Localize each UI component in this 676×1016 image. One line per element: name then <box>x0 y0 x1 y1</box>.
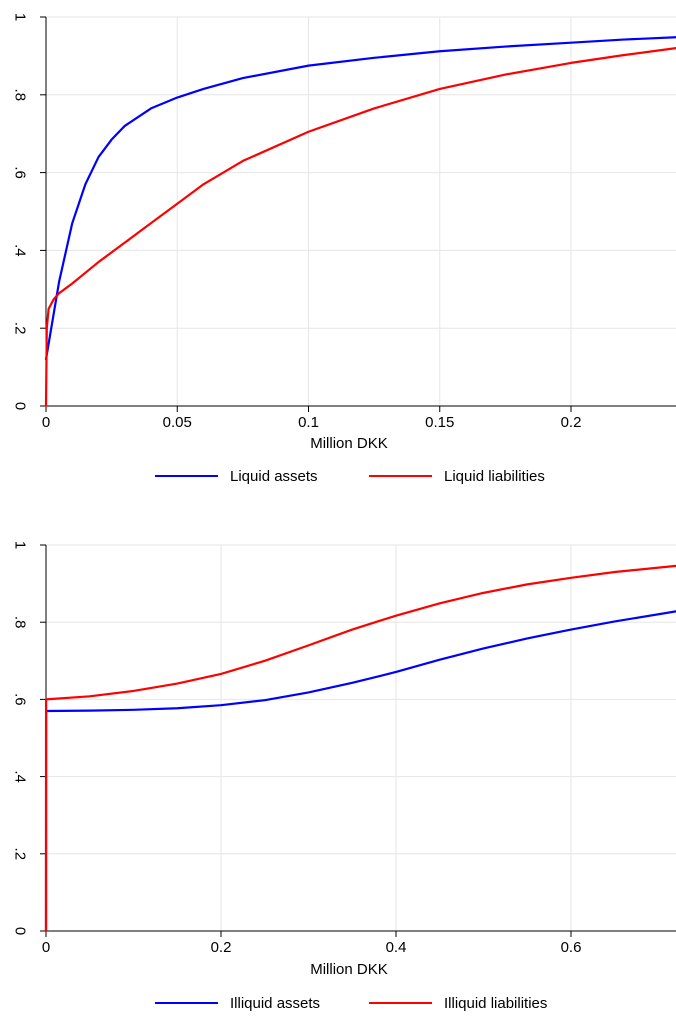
y-tick-label: 0 <box>12 927 29 935</box>
y-tick-label: 1 <box>12 541 29 549</box>
liquid-x-axis-title: Million DKK <box>310 435 388 452</box>
x-tick-label: 0.1 <box>298 414 319 431</box>
illiquid-x-axis-title: Million DKK <box>310 961 388 978</box>
y-tick-label: .6 <box>12 693 29 706</box>
series-line-illiquid-liabilities <box>44 564 676 933</box>
y-tick-label: .4 <box>12 770 29 783</box>
illiquid-gridlines <box>46 544 676 931</box>
y-tick-label: .4 <box>12 244 29 257</box>
series-line-illiquid-assets <box>44 610 676 933</box>
legend-label: Liquid assets <box>230 468 318 485</box>
x-tick-label: 0 <box>42 414 50 431</box>
x-tick-label: 0.2 <box>561 414 582 431</box>
y-tick-label: .2 <box>12 848 29 861</box>
x-tick-label: 0.15 <box>425 414 454 431</box>
x-tick-label: 0.4 <box>386 939 407 956</box>
legend-label: Illiquid assets <box>230 995 320 1012</box>
legend-label: Illiquid liabilities <box>444 995 547 1012</box>
series-line-liquid-assets <box>44 36 676 361</box>
illiquid-legend: Illiquid assets Illiquid liabilities <box>155 995 547 1012</box>
x-tick-label: 0.2 <box>211 939 232 956</box>
y-tick-label: .6 <box>12 166 29 179</box>
liquid-legend: Liquid assets Liquid liabilities <box>155 468 545 485</box>
y-tick-label: 0 <box>12 402 29 410</box>
x-tick-label: 0 <box>42 939 50 956</box>
liquid-gridlines <box>46 16 676 406</box>
legend-label: Liquid liabilities <box>444 468 545 485</box>
y-tick-label: 1 <box>12 13 29 21</box>
y-tick-label: .8 <box>12 616 29 629</box>
y-tick-label: .8 <box>12 89 29 102</box>
y-tick-label: .2 <box>12 322 29 335</box>
x-tick-label: 0.6 <box>561 939 582 956</box>
series-line-liquid-liabilities <box>44 47 676 408</box>
x-tick-label: 0.05 <box>163 414 192 431</box>
